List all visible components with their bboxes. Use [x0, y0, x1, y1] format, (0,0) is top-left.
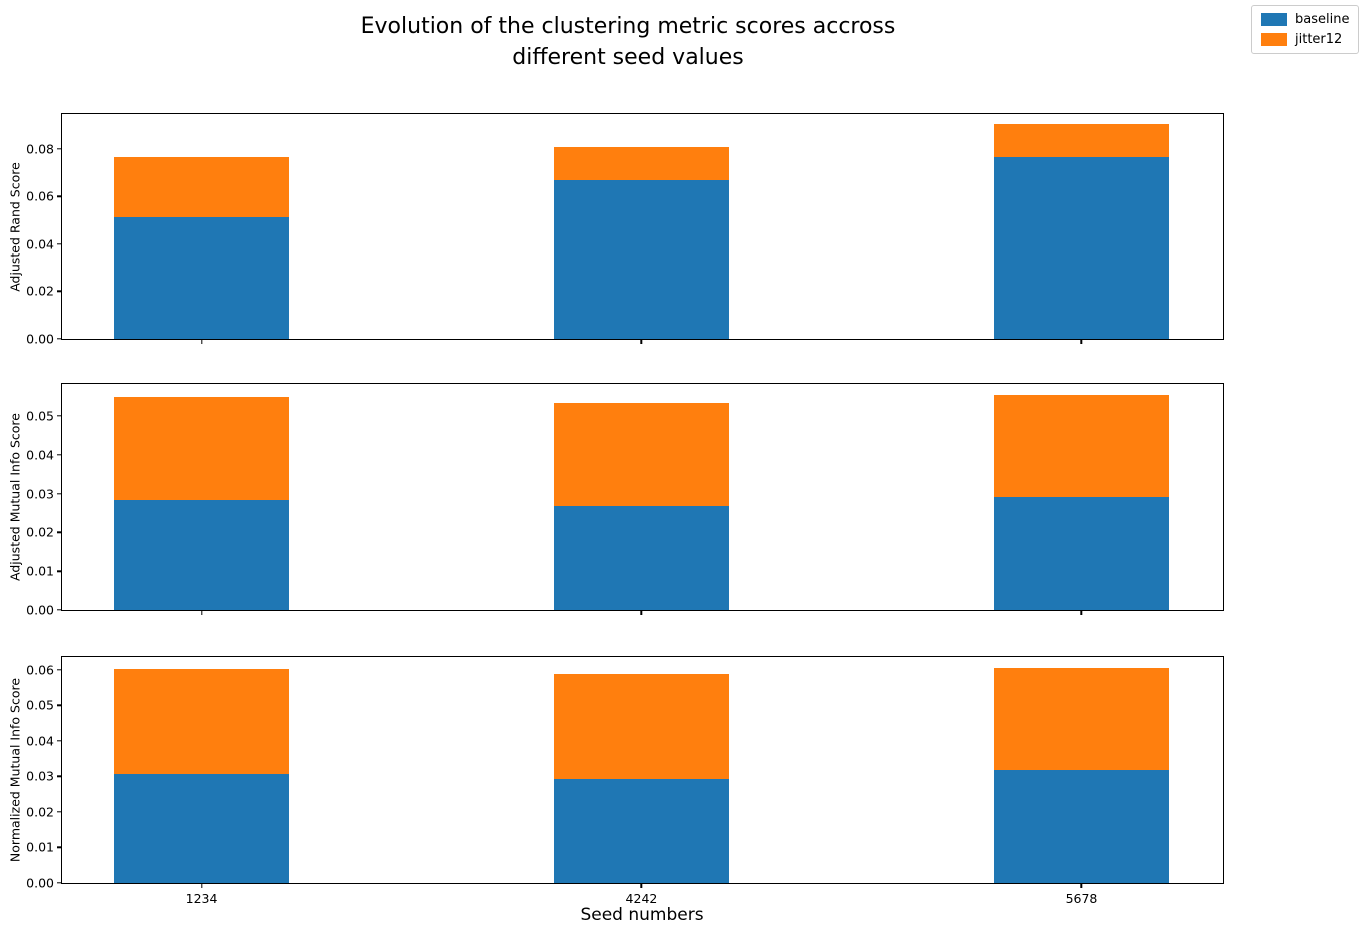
bar-baseline-seed-1234	[113, 500, 290, 610]
legend-swatch-baseline	[1261, 13, 1287, 26]
bar-baseline-seed-4242	[553, 505, 730, 610]
bar-jitter12-seed-4242	[553, 403, 730, 506]
y-tick-mark	[57, 243, 61, 245]
y-tick-mark	[57, 453, 61, 456]
plot-area-adjusted-mutual-info-score: 0.00 0.01 0.02 0.03 0.04 0.05	[26, 384, 1223, 618]
y-tick-label: 0.00	[26, 331, 54, 347]
plot-area-adjusted-rand-score: 0.00 0.02 0.04 0.06 0.08	[26, 114, 1223, 347]
x-tick-mark	[640, 340, 643, 344]
x-tick-mark	[1080, 884, 1083, 888]
x-axis-label: Seed numbers	[580, 905, 704, 925]
y-tick-label: 0.02	[26, 283, 54, 299]
bar-baseline-seed-1234	[113, 216, 290, 339]
y-tick-mark	[57, 195, 61, 197]
y-tick-mark	[57, 740, 61, 742]
legend-item-baseline: baseline	[1261, 12, 1349, 27]
legend-swatch-jitter12	[1261, 33, 1287, 46]
subplot-adjusted-rand-score: 0.00 0.02 0.04 0.06 0.08	[26, 113, 1224, 347]
y-axis-label-adjusted-mutual-info-score: Adjusted Mutual Info Score	[7, 413, 23, 581]
bar-baseline-seed-5678	[993, 770, 1170, 883]
legend-label-baseline: baseline	[1295, 12, 1350, 27]
bar-jitter12-seed-5678	[993, 668, 1170, 770]
y-tick-label: 0.05	[26, 697, 54, 713]
chart-title: Evolution of the clustering metric score…	[360, 14, 896, 70]
x-tick-label-seed-5678: 5678	[1065, 891, 1098, 906]
y-tick-mark	[57, 415, 61, 417]
bar-baseline-seed-5678	[993, 156, 1170, 339]
bar-jitter12-seed-1234	[113, 396, 290, 501]
y-tick-label: 0.00	[26, 875, 54, 891]
y-tick-label: 0.03	[26, 768, 54, 784]
bar-baseline-seed-5678	[993, 496, 1170, 610]
legend-label-jitter12: jitter12	[1295, 32, 1343, 47]
y-tick-label: 0.01	[26, 839, 54, 855]
y-tick-mark	[57, 531, 61, 534]
y-tick-label: 0.08	[26, 141, 54, 157]
x-tick-mark	[200, 611, 203, 615]
y-tick-label: 0.02	[26, 524, 54, 540]
x-tick-mark	[640, 611, 643, 615]
y-tick-mark	[57, 609, 61, 611]
bar-jitter12-seed-4242	[553, 674, 730, 779]
y-tick-label: 0.04	[26, 733, 54, 749]
subplot-normalized-mutual-info-score: 0.00 0.01 0.02 0.03 0.04 0.05 0.06 1234 4242 5678	[26, 656, 1224, 906]
y-tick-label: 0.05	[26, 408, 54, 424]
subplot-adjusted-mutual-info-score: 0.00 0.01 0.02 0.03 0.04 0.05	[26, 383, 1224, 618]
y-tick-mark	[57, 882, 61, 884]
bar-baseline-seed-4242	[553, 179, 730, 339]
plot-area-normalized-mutual-info-score: 0.00 0.01 0.02 0.03 0.04 0.05 0.06 1234 4242 5678	[26, 657, 1223, 906]
y-tick-mark	[57, 775, 61, 778]
y-tick-label: 0.06	[26, 662, 54, 678]
legend-item-jitter12: jitter12	[1261, 32, 1349, 47]
x-tick-mark	[1080, 611, 1083, 615]
bar-baseline-seed-1234	[113, 773, 290, 883]
y-axis-label-normalized-mutual-info-score: Normalized Mutual Info Score	[7, 677, 23, 863]
y-axis-label-adjusted-rand-score: Adjusted Rand Score	[7, 162, 23, 292]
y-tick-mark	[57, 846, 61, 849]
bar-jitter12-seed-1234	[113, 157, 290, 217]
bar-jitter12-seed-1234	[113, 669, 290, 774]
y-tick-mark	[57, 570, 61, 572]
y-tick-label: 0.04	[26, 236, 54, 252]
bar-baseline-seed-4242	[553, 778, 730, 883]
y-tick-mark	[57, 147, 61, 150]
y-tick-mark	[57, 704, 61, 707]
bar-jitter12-seed-5678	[993, 394, 1170, 497]
x-tick-label-seed-4242: 4242	[625, 891, 658, 906]
y-tick-mark	[57, 492, 61, 495]
x-tick-mark	[640, 884, 643, 888]
y-tick-label: 0.03	[26, 486, 54, 501]
y-tick-mark	[57, 290, 61, 293]
y-tick-label: 0.06	[26, 188, 54, 204]
bar-jitter12-seed-4242	[553, 146, 730, 180]
x-tick-mark	[200, 340, 203, 344]
y-tick-mark	[57, 811, 61, 813]
y-tick-label: 0.04	[26, 447, 54, 463]
x-tick-mark	[200, 884, 203, 888]
x-tick-label-seed-1234: 1234	[185, 891, 218, 906]
y-tick-mark	[57, 669, 61, 671]
legend: baseline jitter12	[1251, 5, 1360, 54]
y-tick-label: 0.02	[26, 804, 54, 820]
y-tick-label: 0.01	[26, 563, 54, 579]
bar-jitter12-seed-5678	[993, 124, 1170, 157]
x-tick-mark	[1080, 340, 1083, 344]
y-tick-mark	[57, 338, 61, 340]
y-tick-label: 0.00	[26, 602, 54, 618]
